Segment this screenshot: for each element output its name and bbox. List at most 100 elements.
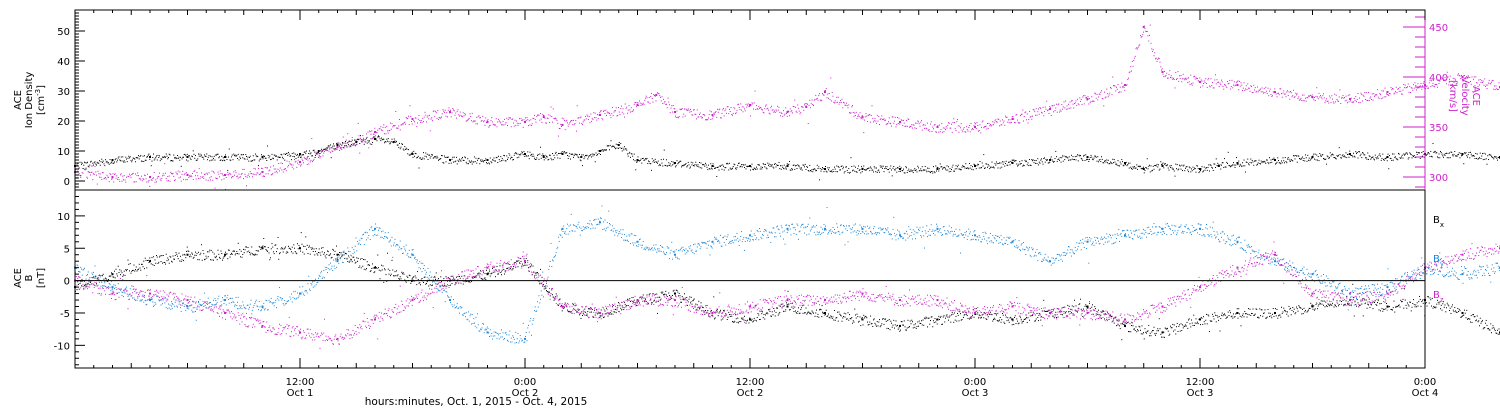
velocity-sample [1307, 97, 1309, 99]
ion-density-sample [1321, 154, 1323, 156]
velocity-sample [699, 113, 700, 115]
ion-density-sample [1473, 154, 1474, 156]
velocity-sample [394, 124, 396, 126]
b-y-sample [116, 289, 118, 291]
velocity-sample [581, 122, 583, 124]
velocity-sample [954, 128, 956, 130]
b-y-sample [232, 301, 234, 303]
velocity-sample [869, 113, 871, 115]
velocity-sample [1220, 84, 1222, 86]
ion-density-sample [316, 153, 318, 155]
velocity-sample [1267, 87, 1269, 89]
b-y-sample [418, 267, 420, 269]
velocity-sample [738, 107, 740, 109]
velocity-sample [1417, 83, 1419, 85]
ion-density-sample [864, 169, 866, 171]
ion-density-sample [488, 162, 490, 164]
ion-density-sample [1112, 158, 1114, 160]
ion-density-sample [1048, 162, 1050, 164]
velocity-sample [707, 119, 709, 121]
b-y-sample [699, 248, 701, 250]
ion-density-sample [1368, 158, 1369, 160]
b-y-sample [504, 337, 505, 339]
velocity-sample [1250, 85, 1252, 87]
velocity-sample [501, 124, 503, 126]
ion-density-sample [1186, 166, 1188, 168]
velocity-point [936, 126, 939, 128]
b-y-sample [309, 288, 310, 290]
velocity-sample [95, 171, 97, 173]
b-y-sample [674, 250, 676, 252]
b-y-sample [171, 305, 172, 307]
velocity-sample [683, 113, 685, 115]
ion-density-sample [1109, 163, 1111, 165]
velocity-sample [1171, 77, 1173, 79]
ion-density-sample [570, 158, 571, 160]
velocity-sample [578, 117, 580, 119]
velocity-sample [1163, 76, 1165, 78]
velocity-sample [179, 171, 181, 173]
b-y-sample [407, 252, 409, 254]
ion-density-sample [220, 159, 222, 161]
b-y-sample [145, 300, 147, 302]
ion-density-sample [636, 161, 637, 163]
velocity-sample [1305, 100, 1307, 102]
velocity-sample [965, 131, 967, 133]
ion-density-sample [741, 164, 742, 166]
velocity-sample [1446, 83, 1447, 85]
ion-density-sample [699, 167, 701, 169]
ion-density-sample [1228, 164, 1230, 166]
ion-density-sample [1100, 161, 1102, 163]
velocity-sample [1486, 88, 1488, 90]
ion-density-sample [848, 168, 850, 170]
ion-density-sample [1172, 168, 1174, 170]
velocity-sample [1408, 91, 1410, 93]
velocity-sample [313, 158, 315, 160]
velocity-sample [804, 104, 805, 106]
b-y-sample [689, 248, 691, 250]
b-y-sample [312, 281, 313, 283]
ion-density-sample [819, 168, 821, 170]
b-y-sample [395, 245, 397, 247]
velocity-sample [1374, 95, 1375, 97]
velocity-sample [700, 116, 702, 118]
ion-density-sample [837, 171, 838, 173]
velocity-sample [1324, 102, 1326, 104]
velocity-sample [1330, 102, 1332, 104]
velocity-sample [831, 100, 832, 102]
ion-density-sample [1034, 160, 1036, 162]
velocity-sample [456, 111, 458, 113]
ion-density-sample [585, 154, 586, 156]
velocity-sample [768, 112, 770, 114]
ion-density-sample [826, 171, 828, 173]
velocity-sample [320, 156, 322, 158]
ion-density-sample [195, 155, 196, 157]
velocity-sample [980, 132, 982, 134]
b-y-sample [131, 295, 133, 297]
ion-density-sample [624, 146, 625, 148]
ion-density-sample [520, 153, 522, 155]
b-y-point [186, 305, 189, 308]
ion-density-sample [1375, 156, 1377, 158]
velocity-sample [444, 111, 445, 113]
b-y-sample [593, 219, 595, 221]
ion-density-point [1199, 168, 1201, 170]
ion-density-sample [1255, 160, 1257, 162]
ion-density-sample [815, 170, 817, 172]
ion-density-sample [1357, 157, 1359, 159]
b-y-sample [660, 250, 662, 252]
b-y-sample [87, 273, 88, 275]
velocity-sample [767, 107, 769, 109]
velocity-sample [226, 173, 228, 175]
ion-density-sample [681, 166, 682, 168]
b-y-sample [602, 229, 604, 231]
velocity-sample [1444, 76, 1446, 78]
ion-density-sample [1077, 154, 1078, 156]
velocity-sample [1269, 90, 1270, 92]
ion-density-sample [1313, 153, 1315, 155]
ion-density-sample [149, 158, 151, 160]
ion-density-sample [342, 146, 344, 148]
b-y-sample [441, 288, 442, 290]
b-y-sample [834, 228, 835, 230]
ion-density-sample [234, 154, 236, 156]
